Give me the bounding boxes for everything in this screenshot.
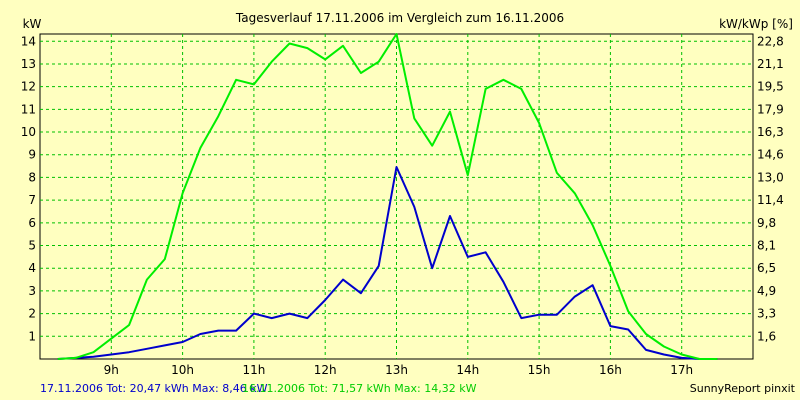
series-layer — [57, 33, 718, 360]
footer-credit: SunnyReport pinxit — [690, 382, 796, 395]
y-tick-label-right: 13,0 — [757, 170, 784, 184]
y-tick-label-right: 9,8 — [757, 216, 776, 230]
x-tick-label: 9h — [104, 363, 119, 377]
x-tick-label: 12h — [314, 363, 337, 377]
series-line-2 — [57, 33, 718, 360]
y-tick-label-right: 21,1 — [757, 57, 784, 71]
axes: 1 1,6 2 3,3 3 4,9 4 6,5 5 8,1 6 9,8 7 11,4 8 13,0 9 14,6 1… — [21, 34, 784, 377]
y-tick-label-left: 8 — [28, 170, 36, 184]
y-tick-label-left: 10 — [21, 125, 36, 139]
y-tick-label-right: 6,5 — [757, 261, 776, 275]
y-tick-label-right: 1,6 — [757, 329, 776, 343]
y-tick-label-left: 2 — [28, 307, 36, 321]
y-tick-label-right: 19,5 — [757, 80, 784, 94]
y-tick-label-right: 8,1 — [757, 239, 776, 253]
y-tick-label-left: 11 — [21, 102, 36, 116]
x-tick-label: 13h — [385, 363, 408, 377]
y-tick-label-right: 17,9 — [757, 102, 784, 116]
x-tick-label: 17h — [670, 363, 693, 377]
y-tick-label-left: 1 — [28, 329, 36, 343]
y-tick-label-left: 5 — [28, 239, 36, 253]
y-tick-label-right: 3,3 — [757, 307, 776, 321]
y-tick-label-left: 3 — [28, 284, 36, 298]
chart-title: Tagesverlauf 17.11.2006 im Vergleich zum… — [235, 11, 564, 25]
y-tick-label-left: 14 — [21, 34, 36, 48]
series-line-1 — [57, 166, 718, 360]
y-axis-label-left: kW — [23, 17, 42, 31]
x-tick-label: 15h — [528, 363, 551, 377]
y-tick-label-right: 11,4 — [757, 193, 784, 207]
x-tick-label: 11h — [242, 363, 265, 377]
y-tick-label-right: 16,3 — [757, 125, 784, 139]
y-tick-label-left: 9 — [28, 148, 36, 162]
y-axis-label-right: kW/kWp [%] — [719, 17, 793, 31]
y-tick-label-right: 22,8 — [757, 34, 784, 48]
y-tick-label-left: 7 — [28, 193, 36, 207]
y-tick-label-left: 4 — [28, 261, 36, 275]
y-tick-label-right: 4,9 — [757, 284, 776, 298]
grid — [40, 34, 753, 359]
x-tick-label: 14h — [456, 363, 479, 377]
y-tick-label-right: 14,6 — [757, 148, 784, 162]
x-tick-label: 16h — [599, 363, 622, 377]
legend-series-2: 16.11.2006 Tot: 71,57 kWh Max: 14,32 kW — [242, 382, 477, 395]
legend-series-1: 17.11.2006 Tot: 20,47 kWh Max: 8,46 kW — [40, 382, 268, 395]
x-tick-label: 10h — [171, 363, 194, 377]
y-tick-label-left: 13 — [21, 57, 36, 71]
y-tick-label-left: 12 — [21, 80, 36, 94]
y-tick-label-left: 6 — [28, 216, 36, 230]
